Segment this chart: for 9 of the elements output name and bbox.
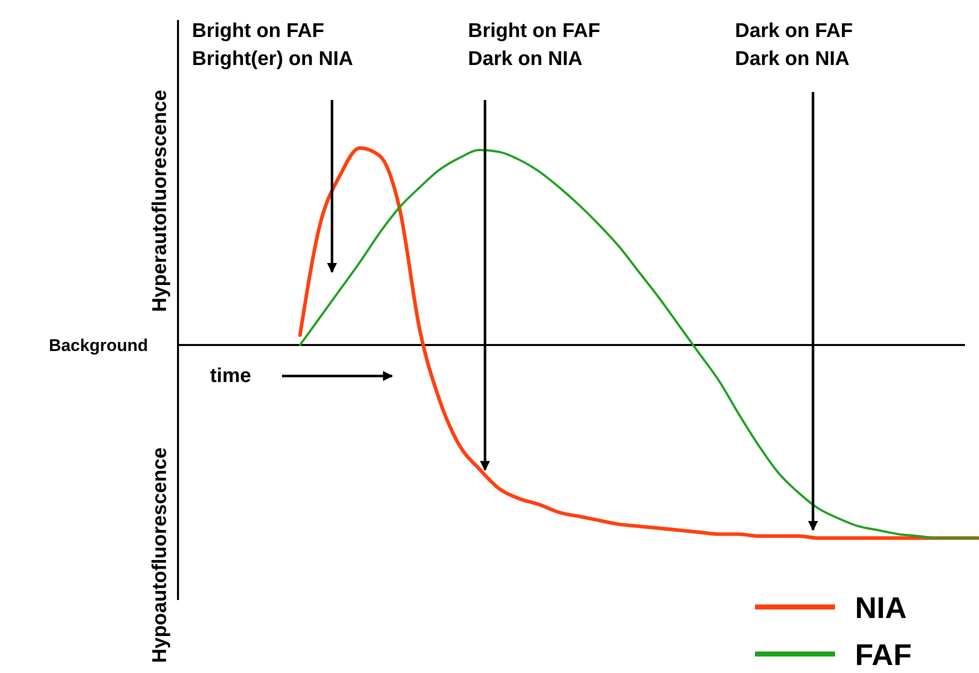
text: time bbox=[210, 365, 252, 387]
text: Bright on FAF Dark on NIA bbox=[468, 20, 600, 70]
text: Hypoautofluorescence bbox=[149, 447, 171, 663]
text: Bright on FAF Bright(er) on NIA bbox=[192, 20, 354, 70]
text: Dark on FAF Dark on NIA bbox=[735, 20, 853, 70]
ref-line-label: Background bbox=[48, 336, 148, 355]
text: Hyperautofluorescence bbox=[149, 90, 171, 312]
legend-label: FAF bbox=[855, 639, 912, 672]
legend-label: NIA bbox=[855, 592, 907, 625]
